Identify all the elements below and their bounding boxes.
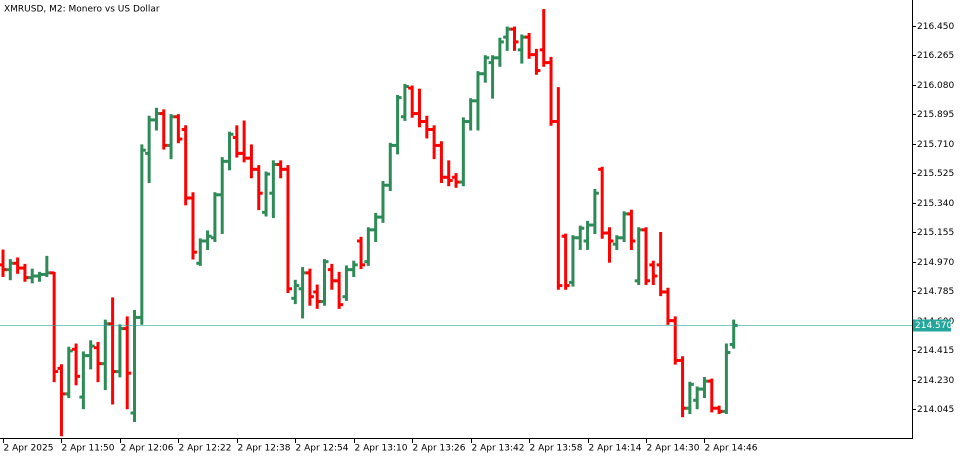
y-tick-label: 216.265: [917, 51, 954, 61]
x-tick-label: 2 Apr 12:54: [296, 444, 349, 454]
y-tick-label: 214.415: [917, 346, 954, 356]
x-tick-label: 2 Apr 13:10: [355, 444, 408, 454]
x-tick-label: 2 Apr 14:30: [647, 444, 700, 454]
x-tick-label: 2 Apr 2025: [4, 444, 54, 454]
y-tick-label: 215.525: [917, 169, 954, 179]
y-tick-label: 215.155: [917, 228, 954, 238]
x-tick-label: 2 Apr 12:38: [238, 444, 291, 454]
x-tick-label: 2 Apr 13:26: [413, 444, 466, 454]
x-tick-label: 2 Apr 14:46: [705, 444, 758, 454]
last-price-box: [913, 319, 951, 332]
x-tick-label: 2 Apr 13:58: [530, 444, 583, 454]
x-tick-label: 2 Apr 11:50: [62, 444, 115, 454]
y-tick-label: 215.710: [917, 140, 954, 150]
x-tick-label: 2 Apr 12:06: [121, 444, 174, 454]
y-tick-label: 215.895: [917, 110, 954, 120]
y-tick-label: 214.045: [917, 405, 954, 415]
x-tick-label: 2 Apr 13:42: [472, 444, 525, 454]
y-tick-label: 214.230: [917, 376, 954, 386]
y-tick-label: 214.970: [917, 258, 954, 268]
last-price-label: 214.570: [915, 321, 952, 331]
y-tick-label: 215.340: [917, 199, 954, 209]
y-tick-label: 216.080: [917, 81, 954, 91]
x-tick-label: 2 Apr 14:14: [589, 444, 642, 454]
y-tick-label: 214.785: [917, 287, 954, 297]
x-tick-label: 2 Apr 12:22: [179, 444, 232, 454]
y-tick-label: 216.450: [917, 22, 954, 32]
chart-title: XMRUSD, M2: Monero vs US Dollar: [4, 5, 160, 15]
